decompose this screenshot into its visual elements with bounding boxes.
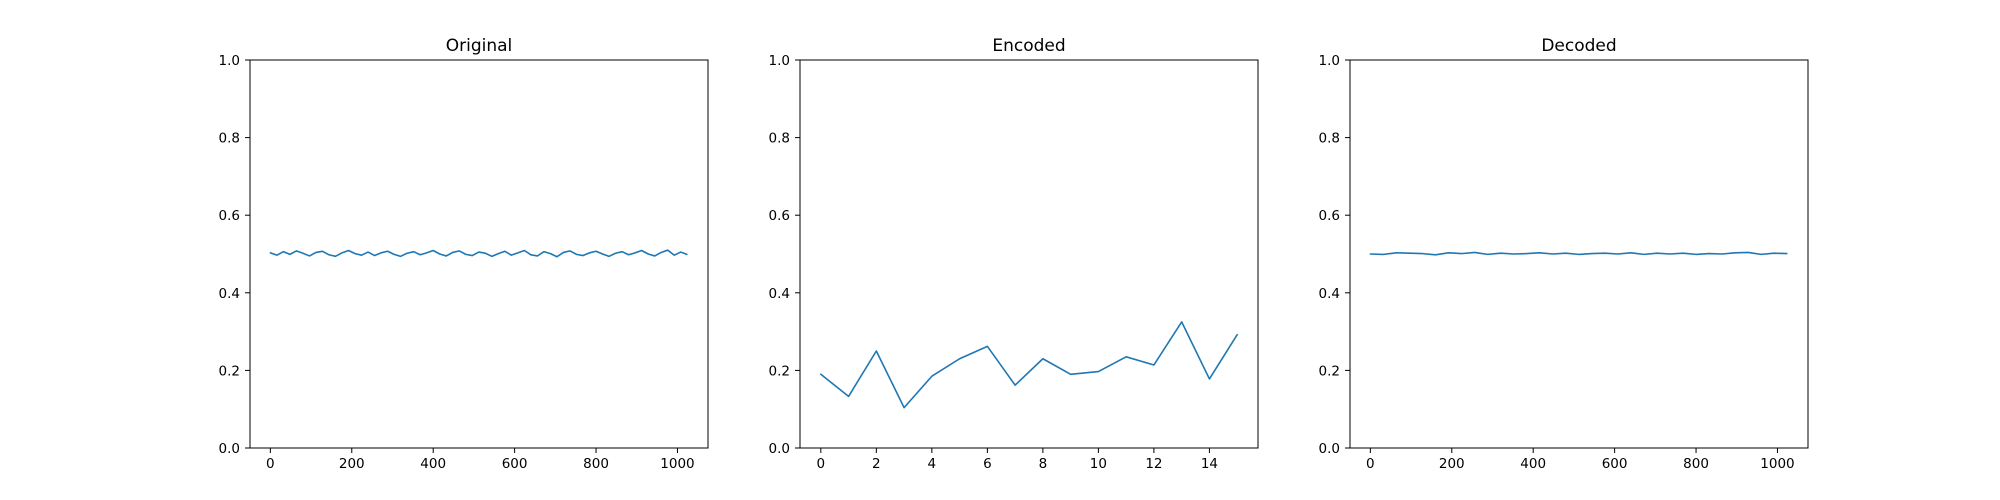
series-line-decoded xyxy=(1369,251,1788,256)
x-tick-label: 400 xyxy=(1520,456,1546,472)
y-tick-label: 0.4 xyxy=(1319,286,1340,302)
y-tick-label: 0.6 xyxy=(1319,208,1340,224)
y-tick-label: 0.8 xyxy=(1319,131,1340,147)
x-tick-label: 600 xyxy=(502,456,528,472)
x-tick-label: 0 xyxy=(817,456,826,472)
x-tick-label: 2 xyxy=(872,456,881,472)
plot-frame xyxy=(249,59,709,449)
x-tick-label: 1000 xyxy=(660,456,694,472)
panel-original: Original 0 200 400 600 800 1000 0.0 0.2 0.4 0.6 0.8… xyxy=(219,36,709,472)
x-tick-label: 600 xyxy=(1602,456,1628,472)
x-tick-label: 200 xyxy=(1439,456,1465,472)
y-tick-label: 0.8 xyxy=(219,131,240,147)
x-tick-label: 200 xyxy=(339,456,365,472)
y-tick-label: 0.6 xyxy=(769,208,790,224)
y-tick-label: 1.0 xyxy=(1319,53,1340,69)
panel-encoded: Encoded 0 2 4 6 8 10 12 14 0.0 0.2 0.4 0.6 0.8 1.0 xyxy=(769,36,1259,472)
x-tick-label: 1000 xyxy=(1760,456,1794,472)
y-tick-label: 0.8 xyxy=(769,131,790,147)
y-tick-label: 0.2 xyxy=(769,363,790,379)
x-tick-label: 800 xyxy=(583,456,609,472)
plot-frame xyxy=(1349,59,1809,449)
y-tick-label: 0.4 xyxy=(219,286,240,302)
y-tick-label: 1.0 xyxy=(769,53,790,69)
chart-title-encoded: Encoded xyxy=(992,36,1065,56)
y-tick-label: 0.0 xyxy=(1319,441,1340,457)
series-line-original xyxy=(269,249,688,258)
x-tick-label: 4 xyxy=(928,456,937,472)
x-tick-label: 12 xyxy=(1145,456,1162,472)
y-tick-label: 0.2 xyxy=(219,363,240,379)
x-tick-label: 400 xyxy=(420,456,446,472)
y-tick-label: 0.0 xyxy=(769,441,790,457)
x-tick-label: 8 xyxy=(1039,456,1048,472)
chart-title-decoded: Decoded xyxy=(1541,36,1616,56)
x-tick-label: 10 xyxy=(1090,456,1107,472)
y-tick-label: 0.2 xyxy=(1319,363,1340,379)
panel-decoded: Decoded 0 200 400 600 800 1000 0.0 0.2 0.4 0.6 0.8 1… xyxy=(1319,36,1809,472)
x-tick-label: 0 xyxy=(266,456,275,472)
series-line-encoded xyxy=(820,321,1238,409)
plot-frame xyxy=(799,59,1259,449)
y-tick-label: 0.4 xyxy=(769,286,790,302)
y-tick-label: 0.0 xyxy=(219,441,240,457)
chart-title-original: Original xyxy=(446,36,513,56)
y-tick-label: 0.6 xyxy=(219,208,240,224)
x-tick-label: 0 xyxy=(1366,456,1375,472)
x-tick-label: 6 xyxy=(983,456,992,472)
x-tick-label: 14 xyxy=(1201,456,1218,472)
y-tick-label: 1.0 xyxy=(219,53,240,69)
x-tick-label: 800 xyxy=(1683,456,1709,472)
